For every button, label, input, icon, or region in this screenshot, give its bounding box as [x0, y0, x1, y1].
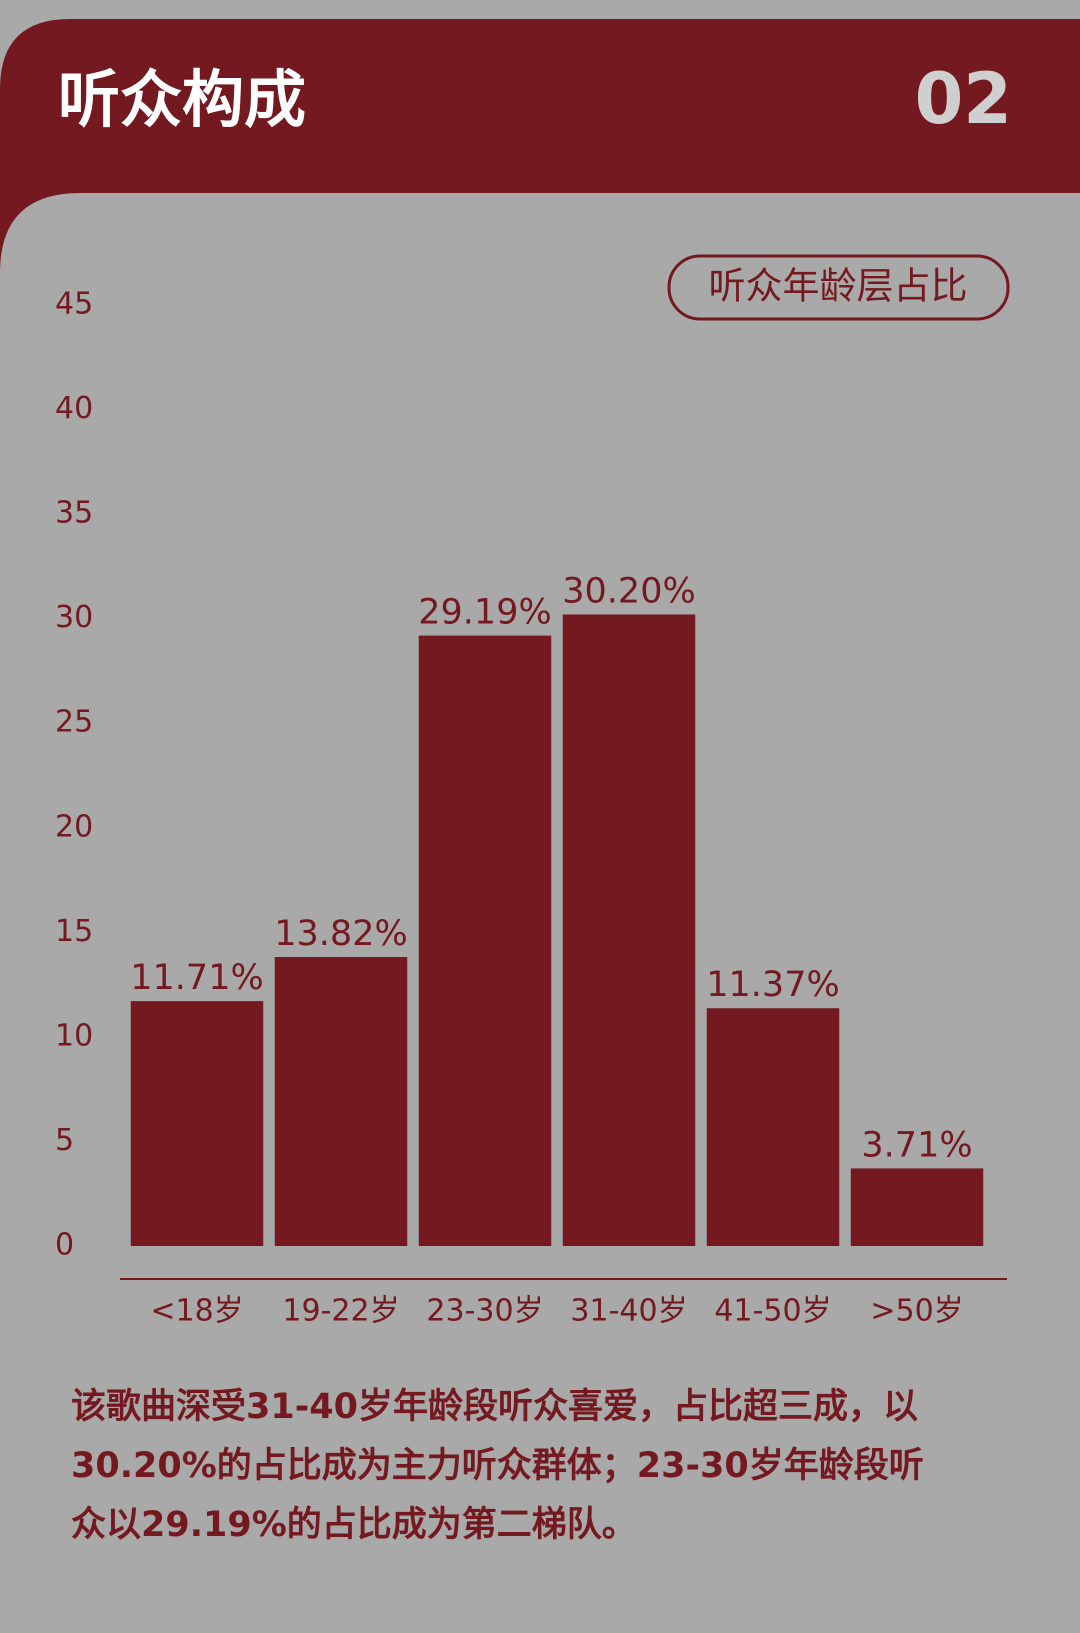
value-label: 29.19%	[418, 593, 551, 633]
bar	[274, 957, 408, 1246]
x-tick-label: 31-40岁	[570, 1294, 687, 1329]
value-label: 11.71%	[130, 958, 263, 998]
chart-title-badge	[667, 254, 1010, 321]
x-tick-label: 23-30岁	[426, 1294, 543, 1329]
caption-line: 30.20%的占比成为主力听众群体；23-30岁年龄段听	[71, 1445, 924, 1486]
bar	[562, 614, 696, 1246]
y-tick-label: 5	[55, 1123, 74, 1158]
bar	[130, 1001, 264, 1246]
y-tick-label: 15	[55, 914, 93, 949]
caption-line: 众以29.19%的占比成为第二梯队。	[71, 1505, 637, 1545]
bar	[850, 1168, 984, 1246]
bar	[418, 635, 552, 1246]
value-label: 3.71%	[861, 1125, 972, 1165]
caption-line: 该歌曲深受31-40岁年龄段听众喜爱，占比超三成，以	[71, 1386, 918, 1427]
x-tick-label: >50岁	[870, 1294, 963, 1329]
bar	[706, 1008, 840, 1246]
value-label: 13.82%	[274, 914, 407, 954]
x-tick-label: 41-50岁	[714, 1294, 831, 1329]
chart-title: 听众年龄层占比	[709, 265, 968, 308]
y-tick-label: 30	[55, 600, 93, 635]
x-tick-label: <18岁	[150, 1294, 243, 1329]
y-tick-label: 10	[55, 1018, 93, 1053]
y-tick-label: 35	[55, 496, 93, 531]
y-tick-label: 40	[55, 391, 93, 426]
header-number: 02	[915, 58, 1012, 140]
x-tick-label: 19-22岁	[282, 1294, 399, 1329]
value-label: 11.37%	[706, 965, 839, 1005]
caption: 该歌曲深受31-40岁年龄段听众喜爱，占比超三成，以 30.20%的占比成为主力听…	[71, 1386, 924, 1545]
y-tick-label: 25	[55, 705, 93, 740]
y-tick-label: 20	[55, 809, 93, 844]
header-title: 听众构成	[58, 63, 306, 136]
y-tick-label: 45	[55, 287, 93, 322]
value-label: 30.20%	[562, 571, 695, 611]
y-tick-label: 0	[55, 1228, 74, 1263]
